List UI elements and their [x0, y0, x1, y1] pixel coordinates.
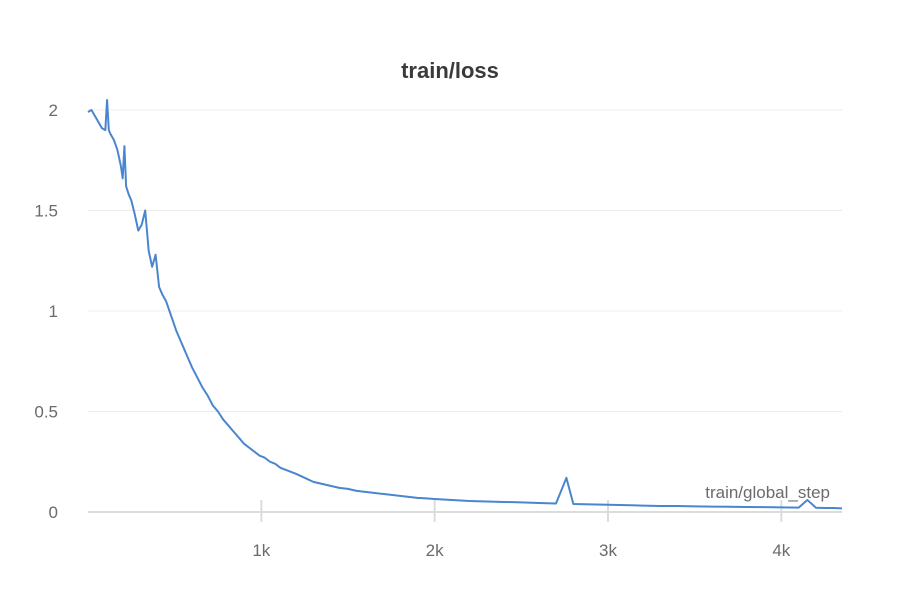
x-axis-ticks: 1k 2k 3k 4k	[252, 500, 791, 560]
grid-lines	[88, 109, 842, 412]
y-axis-ticks: 0 0.5 1 1.5 2	[34, 101, 58, 522]
y-tick-label: 0	[49, 503, 58, 522]
series-layer	[87, 98, 843, 510]
x-tick-label: 4k	[772, 541, 790, 560]
y-tick-label: 1	[49, 302, 58, 321]
series-line-loss	[87, 98, 843, 510]
x-tick-label: 3k	[599, 541, 617, 560]
chart-title: train/loss	[401, 58, 499, 83]
x-tick-label: 1k	[252, 541, 270, 560]
y-tick-label: 0.5	[34, 403, 58, 422]
x-tick-label: 2k	[426, 541, 444, 560]
y-tick-label: 2	[49, 101, 58, 120]
y-tick-label: 1.5	[34, 202, 58, 221]
x-axis-label: train/global_step	[705, 483, 830, 502]
